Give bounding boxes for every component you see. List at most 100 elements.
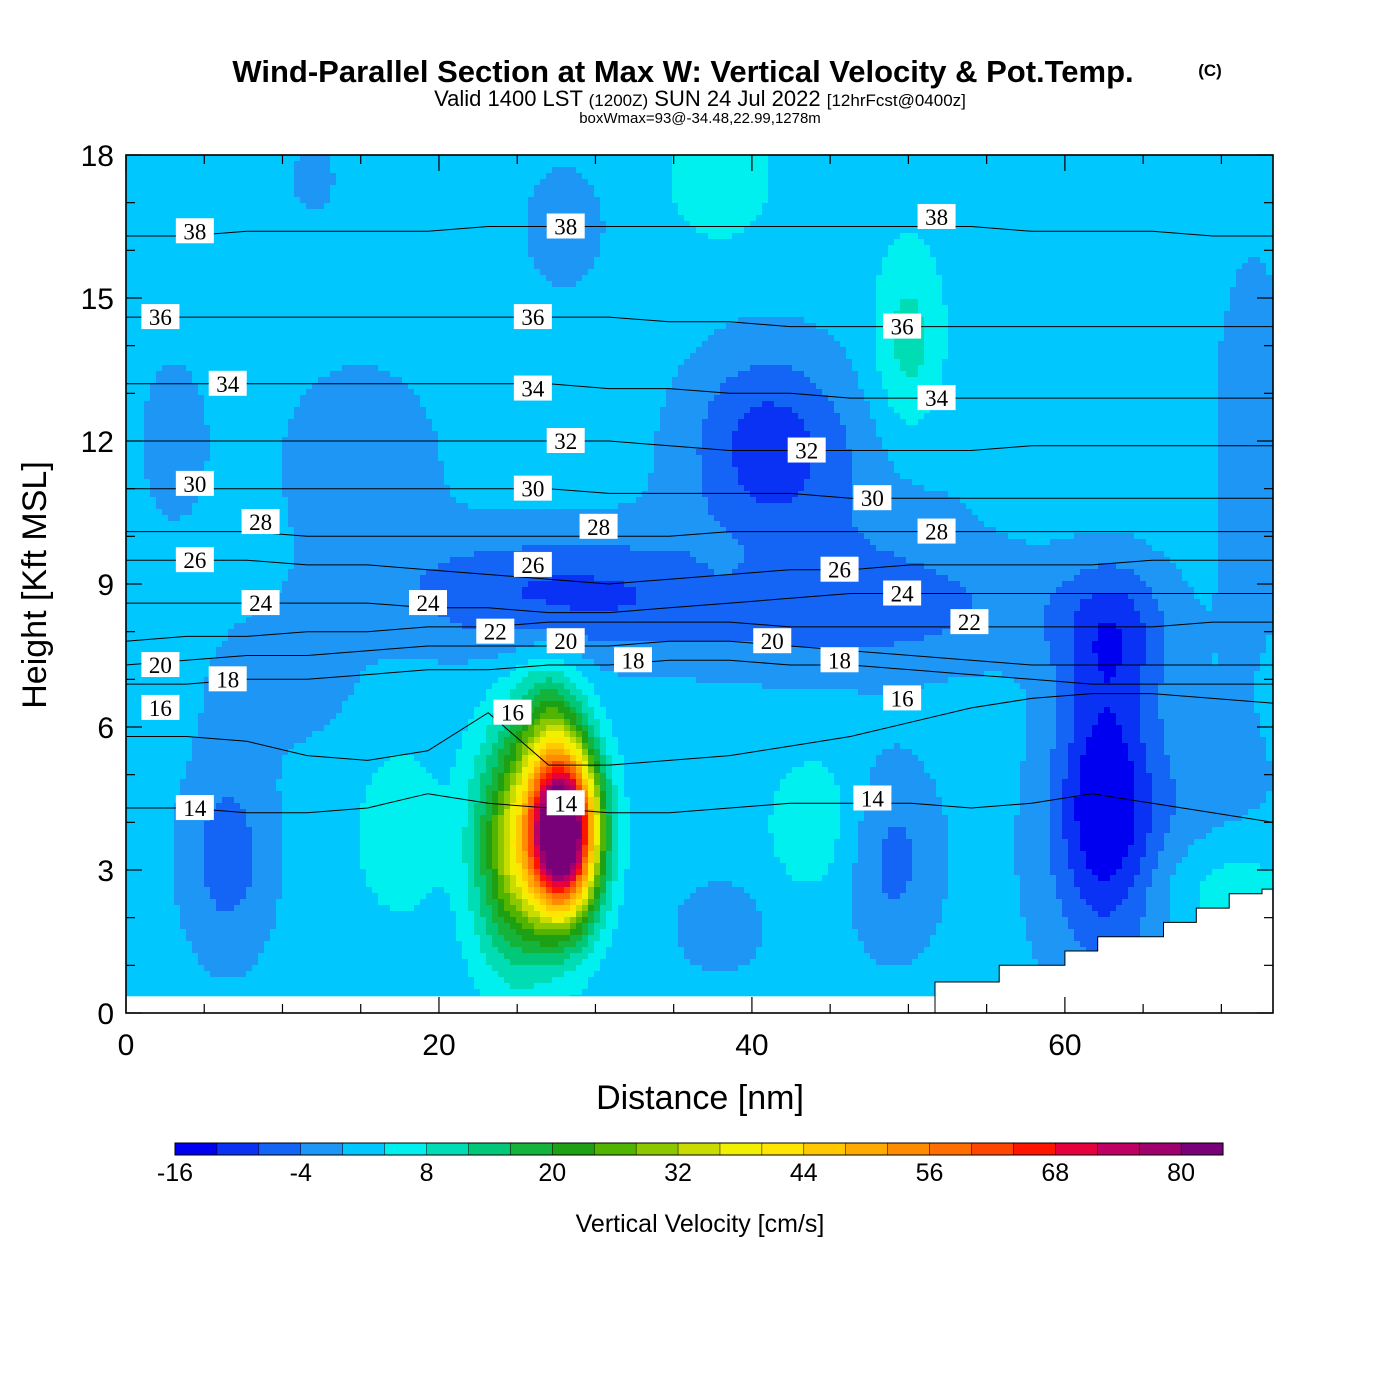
velocity-cell	[276, 869, 283, 876]
velocity-cell	[192, 455, 199, 462]
velocity-cell	[138, 425, 145, 432]
velocity-cell	[246, 665, 253, 672]
velocity-cell	[252, 353, 259, 360]
velocity-cell	[222, 587, 229, 594]
velocity-cell	[162, 371, 169, 378]
velocity-cell	[312, 653, 319, 660]
velocity-cell	[216, 599, 223, 606]
velocity-cell	[324, 839, 331, 846]
velocity-cell	[264, 329, 271, 336]
velocity-cell	[132, 221, 139, 228]
velocity-cell	[270, 305, 277, 312]
velocity-cell	[294, 209, 301, 216]
velocity-cell	[198, 617, 205, 624]
velocity-cell	[210, 323, 217, 330]
velocity-cell	[168, 917, 175, 924]
velocity-cell	[186, 155, 193, 162]
velocity-cell	[300, 395, 307, 402]
velocity-cell	[330, 305, 337, 312]
velocity-cell	[276, 959, 283, 966]
velocity-cell	[180, 785, 187, 792]
velocity-cell	[270, 947, 277, 954]
velocity-cell	[144, 917, 151, 924]
velocity-cell	[192, 371, 199, 378]
velocity-cell	[258, 293, 265, 300]
velocity-cell	[312, 713, 319, 720]
velocity-cell	[210, 749, 217, 756]
velocity-cell	[324, 257, 331, 264]
velocity-cell	[210, 461, 217, 468]
velocity-cell	[204, 659, 211, 666]
velocity-cell	[288, 875, 295, 882]
velocity-cell	[162, 257, 169, 264]
velocity-cell	[198, 323, 205, 330]
velocity-cell	[288, 545, 295, 552]
velocity-cell	[330, 209, 337, 216]
velocity-cell	[222, 905, 229, 912]
velocity-cell	[210, 365, 217, 372]
velocity-cell	[156, 263, 163, 270]
velocity-cell	[258, 719, 265, 726]
velocity-cell	[222, 599, 229, 606]
velocity-cell	[210, 821, 217, 828]
velocity-cell	[240, 881, 247, 888]
velocity-cell	[126, 437, 133, 444]
velocity-cell	[294, 857, 301, 864]
velocity-cell	[240, 455, 247, 462]
velocity-cell	[318, 551, 325, 558]
velocity-cell	[198, 779, 205, 786]
velocity-cell	[264, 767, 271, 774]
velocity-cell	[210, 725, 217, 732]
velocity-cell	[282, 257, 289, 264]
velocity-cell	[300, 539, 307, 546]
velocity-cell	[144, 287, 151, 294]
velocity-cell	[228, 269, 235, 276]
velocity-cell	[258, 959, 265, 966]
velocity-cell	[324, 893, 331, 900]
velocity-cell	[198, 317, 205, 324]
velocity-cell	[210, 437, 217, 444]
velocity-cell	[126, 413, 133, 420]
velocity-cell	[276, 923, 283, 930]
velocity-cell	[330, 167, 337, 174]
velocity-cell	[276, 629, 283, 636]
velocity-cell	[318, 881, 325, 888]
velocity-cell	[312, 935, 319, 942]
velocity-cell	[318, 557, 325, 564]
velocity-cell	[282, 407, 289, 414]
velocity-cell	[318, 527, 325, 534]
velocity-cell	[294, 779, 301, 786]
velocity-cell	[282, 245, 289, 252]
velocity-cell	[198, 341, 205, 348]
velocity-cell	[150, 815, 157, 822]
velocity-cell	[228, 803, 235, 810]
velocity-cell	[204, 527, 211, 534]
velocity-cell	[192, 353, 199, 360]
velocity-cell	[312, 737, 319, 744]
velocity-cell	[144, 833, 151, 840]
velocity-cell	[174, 341, 181, 348]
velocity-cell	[306, 263, 313, 270]
velocity-cell	[288, 281, 295, 288]
velocity-cell	[240, 947, 247, 954]
velocity-cell	[240, 323, 247, 330]
velocity-cell	[186, 437, 193, 444]
velocity-cell	[234, 209, 241, 216]
velocity-cell	[318, 251, 325, 258]
velocity-cell	[186, 881, 193, 888]
velocity-cell	[216, 899, 223, 906]
velocity-cell	[324, 683, 331, 690]
velocity-cell	[210, 317, 217, 324]
velocity-cell	[144, 275, 151, 282]
velocity-cell	[162, 437, 169, 444]
velocity-cell	[150, 341, 157, 348]
velocity-cell	[180, 935, 187, 942]
velocity-cell	[258, 653, 265, 660]
velocity-cell	[318, 323, 325, 330]
velocity-cell	[174, 455, 181, 462]
velocity-cell	[198, 407, 205, 414]
velocity-cell	[216, 251, 223, 258]
velocity-cell	[222, 647, 229, 654]
velocity-cell	[318, 803, 325, 810]
velocity-cell	[144, 371, 151, 378]
